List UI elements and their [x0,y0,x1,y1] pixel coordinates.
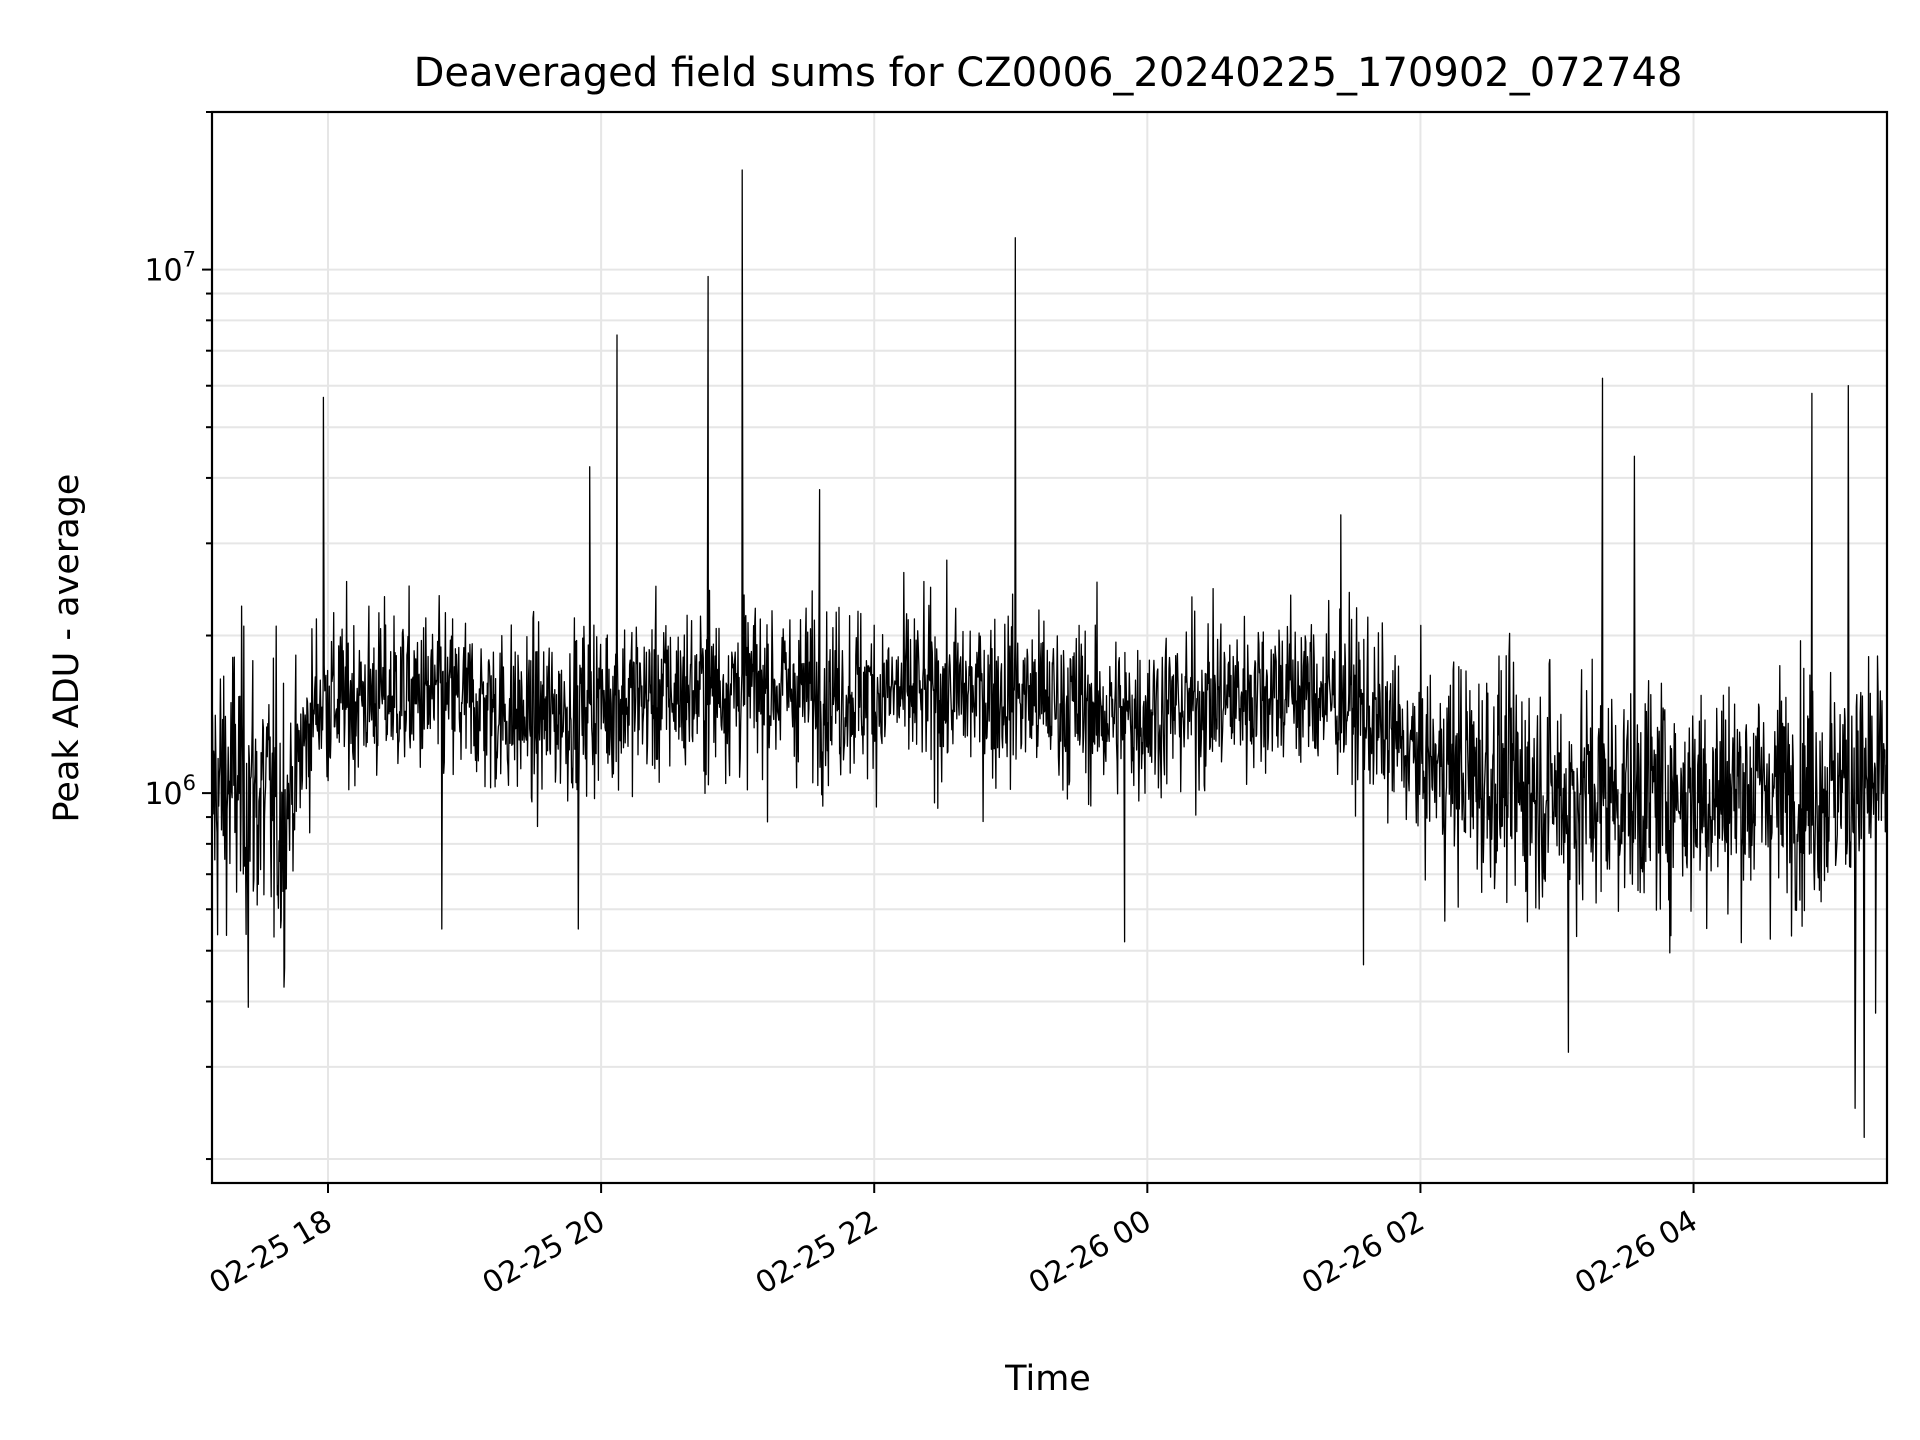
plot-frame [210,110,1889,1185]
x-tick-label: 02-25 20 [477,1204,611,1302]
y-tick-label: 107 [144,248,196,289]
y-axis: 106 107 [144,111,212,1161]
x-axis-label: Time [1004,1359,1091,1399]
series-line [211,169,1888,1139]
y-axis-label: Peak ADU - average [47,474,87,823]
data-line [211,169,1888,1139]
chart-title: Deaveraged field sums for CZ0006_2024022… [414,50,1683,96]
x-tick-label: 02-25 22 [750,1204,884,1302]
grid [212,111,1887,1183]
x-tick-label: 02-26 04 [1569,1204,1703,1302]
x-tick-label: 02-25 18 [204,1204,338,1302]
x-tick-label: 02-26 02 [1296,1204,1430,1302]
y-tick-label: 106 [144,771,196,812]
x-tick-label: 02-26 00 [1023,1204,1157,1302]
x-axis: 02-25 18 02-25 20 02-25 22 02-26 00 02-26 02… [204,1183,1704,1301]
